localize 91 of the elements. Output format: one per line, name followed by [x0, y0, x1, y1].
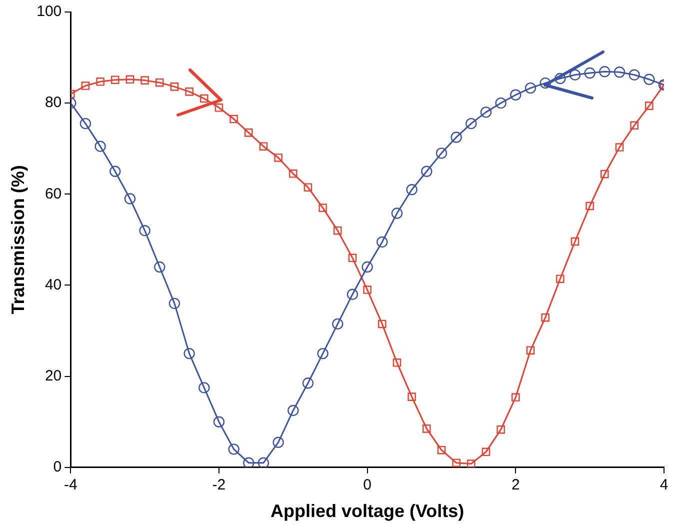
point [346, 288, 358, 300]
point [436, 148, 448, 159]
point [586, 202, 594, 210]
point [334, 226, 342, 235]
point [332, 318, 344, 330]
point [466, 118, 477, 130]
point [408, 392, 416, 401]
point [156, 78, 164, 87]
point [214, 104, 224, 112]
point [600, 170, 609, 178]
y-tick-label: 100 [36, 3, 62, 20]
point [512, 393, 520, 402]
point [391, 208, 403, 219]
point [363, 286, 372, 294]
point [392, 358, 402, 367]
x-tick-label: -2 [212, 476, 226, 494]
point [126, 75, 134, 84]
point [259, 142, 268, 150]
y-tick-label: 40 [44, 276, 62, 294]
point [317, 348, 328, 360]
point [584, 67, 596, 79]
point [168, 298, 180, 310]
point [615, 143, 624, 152]
point [437, 446, 446, 454]
point [541, 313, 550, 322]
x-tick-label: -4 [64, 476, 78, 494]
point [556, 274, 564, 283]
point [96, 78, 104, 86]
point [406, 184, 418, 196]
y-tick-label: 20 [44, 367, 62, 384]
point [318, 204, 327, 212]
point [450, 132, 462, 143]
point [510, 89, 522, 100]
point [362, 261, 373, 273]
point [272, 436, 284, 448]
point [480, 106, 492, 118]
point [198, 382, 210, 394]
point [614, 66, 626, 78]
point [495, 97, 506, 109]
point [452, 458, 460, 467]
point [258, 457, 270, 468]
point [570, 237, 580, 246]
point [213, 416, 225, 428]
point [243, 457, 254, 468]
point [185, 88, 194, 96]
point [288, 404, 299, 416]
point [378, 320, 386, 328]
point [467, 460, 476, 468]
x-axis-title: Applied voltage (Volts) [270, 501, 464, 522]
point [139, 224, 150, 236]
point [482, 448, 490, 456]
point [228, 444, 240, 455]
point [304, 183, 312, 192]
point [110, 76, 120, 84]
point [274, 154, 282, 162]
point [124, 193, 136, 204]
point [184, 348, 195, 360]
point [526, 346, 535, 354]
point [628, 69, 640, 80]
x-tick-label: 4 [660, 476, 668, 494]
point [630, 121, 638, 130]
y-axis-title: Transmission (%) [8, 165, 28, 314]
point [569, 69, 581, 80]
point [540, 77, 551, 89]
point [230, 114, 238, 124]
point [140, 76, 149, 84]
y-tick-label: 80 [44, 94, 62, 112]
point [80, 118, 92, 130]
point [422, 424, 431, 433]
point [554, 72, 566, 84]
y-tick-label: 60 [44, 185, 62, 202]
point [645, 102, 654, 110]
point [244, 128, 253, 137]
point [289, 170, 298, 178]
x-tick-label: 0 [363, 476, 372, 494]
point [94, 140, 106, 152]
point [302, 378, 314, 389]
y-tick-label: 0 [53, 458, 62, 476]
point [154, 261, 166, 273]
point [200, 94, 208, 103]
x-tick-label: 2 [511, 476, 520, 494]
point [110, 166, 121, 177]
point [348, 254, 357, 262]
point [524, 82, 536, 94]
point [644, 74, 655, 85]
point [421, 166, 432, 177]
point [170, 82, 179, 91]
point [599, 66, 610, 78]
point [496, 425, 505, 434]
point [376, 236, 388, 248]
point [81, 82, 90, 90]
